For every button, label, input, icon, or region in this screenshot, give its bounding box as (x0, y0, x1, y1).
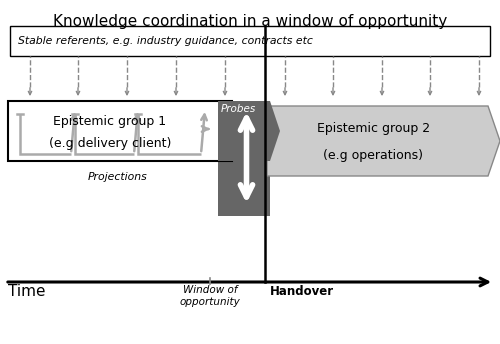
Text: Epistemic group 2: Epistemic group 2 (316, 122, 430, 135)
Text: Time: Time (8, 284, 46, 299)
Text: Epistemic group 1: Epistemic group 1 (54, 116, 166, 129)
Text: Knowledge coordination in a window of opportunity: Knowledge coordination in a window of op… (53, 14, 447, 29)
Text: (e.g delivery client): (e.g delivery client) (49, 137, 171, 150)
Polygon shape (218, 161, 270, 216)
Text: Stable referents, e.g. industry guidance, contracts etc: Stable referents, e.g. industry guidance… (18, 36, 313, 46)
Bar (8, 101, 232, 161)
Text: (e.g operations): (e.g operations) (323, 149, 423, 161)
Text: Window of
opportunity: Window of opportunity (180, 285, 240, 307)
Polygon shape (218, 101, 280, 161)
Text: Handover: Handover (270, 285, 334, 298)
Polygon shape (267, 106, 500, 176)
Bar (10, 26, 490, 56)
Text: Projections: Projections (88, 172, 148, 182)
Text: Probes: Probes (221, 104, 256, 114)
